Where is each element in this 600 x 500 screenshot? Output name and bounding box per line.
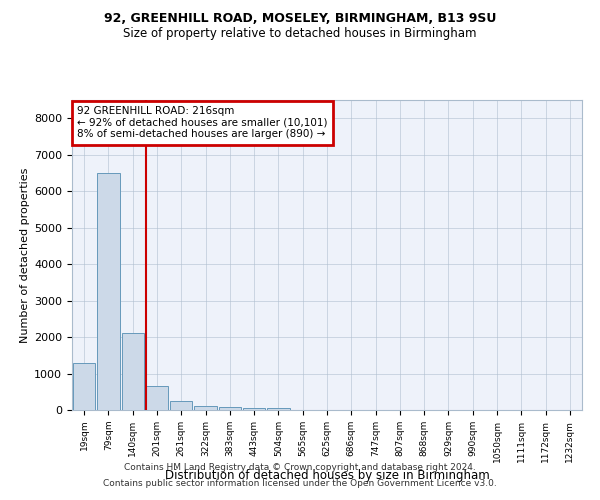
Bar <box>146 386 168 410</box>
Text: 92, GREENHILL ROAD, MOSELEY, BIRMINGHAM, B13 9SU: 92, GREENHILL ROAD, MOSELEY, BIRMINGHAM,… <box>104 12 496 26</box>
Bar <box>243 408 265 410</box>
X-axis label: Distribution of detached houses by size in Birmingham: Distribution of detached houses by size … <box>164 469 490 482</box>
Bar <box>218 408 241 410</box>
Text: Size of property relative to detached houses in Birmingham: Size of property relative to detached ho… <box>123 28 477 40</box>
Text: Contains HM Land Registry data © Crown copyright and database right 2024.: Contains HM Land Registry data © Crown c… <box>124 464 476 472</box>
Bar <box>194 406 217 410</box>
Bar <box>73 362 95 410</box>
Bar <box>97 173 119 410</box>
Y-axis label: Number of detached properties: Number of detached properties <box>20 168 30 342</box>
Bar <box>122 334 144 410</box>
Text: 92 GREENHILL ROAD: 216sqm
← 92% of detached houses are smaller (10,101)
8% of se: 92 GREENHILL ROAD: 216sqm ← 92% of detac… <box>77 106 328 140</box>
Bar <box>170 400 193 410</box>
Text: Contains public sector information licensed under the Open Government Licence v3: Contains public sector information licen… <box>103 478 497 488</box>
Bar <box>267 408 290 410</box>
